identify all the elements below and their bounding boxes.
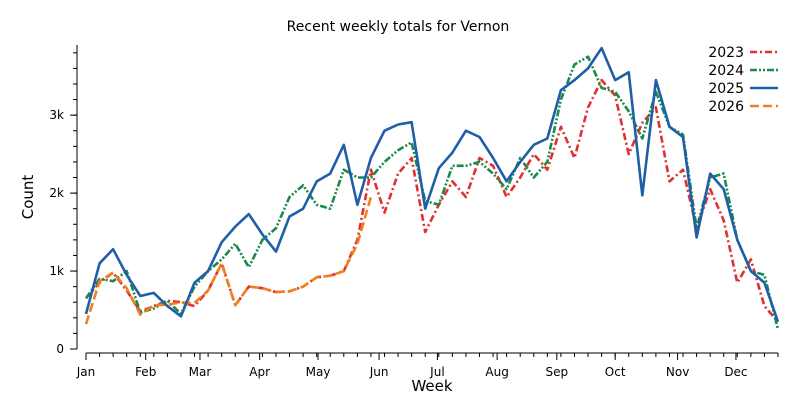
x-tick-label: Feb bbox=[135, 365, 156, 379]
chart-title: Recent weekly totals for Vernon bbox=[287, 19, 510, 35]
legend: 2023 2024 2025 2026 bbox=[708, 45, 778, 115]
y-axis-title: Count bbox=[19, 175, 37, 220]
x-tick-label: Jun bbox=[369, 365, 389, 379]
series-layer bbox=[84, 46, 780, 330]
x-tick-label: Dec bbox=[724, 365, 747, 379]
x-tick-label: Jul bbox=[429, 365, 444, 379]
y-tick-label: 1k bbox=[49, 264, 64, 278]
series-line-2024 bbox=[84, 55, 780, 330]
series-line-2026 bbox=[84, 196, 373, 325]
legend-label-2025: 2025 bbox=[708, 81, 744, 97]
x-tick-label: Apr bbox=[249, 365, 270, 379]
axes: 0 1k 2k 3k Jan Feb Mar Apr May Jun Jul Aug Sep Oct Nov… bbox=[49, 45, 779, 379]
series-line-2023 bbox=[85, 78, 779, 323]
legend-label-2024: 2024 bbox=[708, 63, 744, 79]
x-tick-label: Nov bbox=[666, 365, 689, 379]
y-tick-label: 3k bbox=[49, 108, 64, 122]
legend-label-2023: 2023 bbox=[708, 45, 744, 61]
x-tick-label: Jan bbox=[76, 365, 96, 379]
y-tick-label: 2k bbox=[49, 186, 64, 200]
x-tick-label: Oct bbox=[605, 365, 626, 379]
x-tick-label: Sep bbox=[546, 365, 569, 379]
x-tick-label: May bbox=[306, 365, 331, 379]
series-line-2025 bbox=[84, 46, 780, 323]
x-tick-label: Aug bbox=[485, 365, 508, 379]
y-tick-label: 0 bbox=[56, 342, 64, 356]
x-axis-title: Week bbox=[411, 377, 452, 395]
x-tick-label: Mar bbox=[189, 365, 212, 379]
legend-label-2026: 2026 bbox=[708, 99, 744, 115]
